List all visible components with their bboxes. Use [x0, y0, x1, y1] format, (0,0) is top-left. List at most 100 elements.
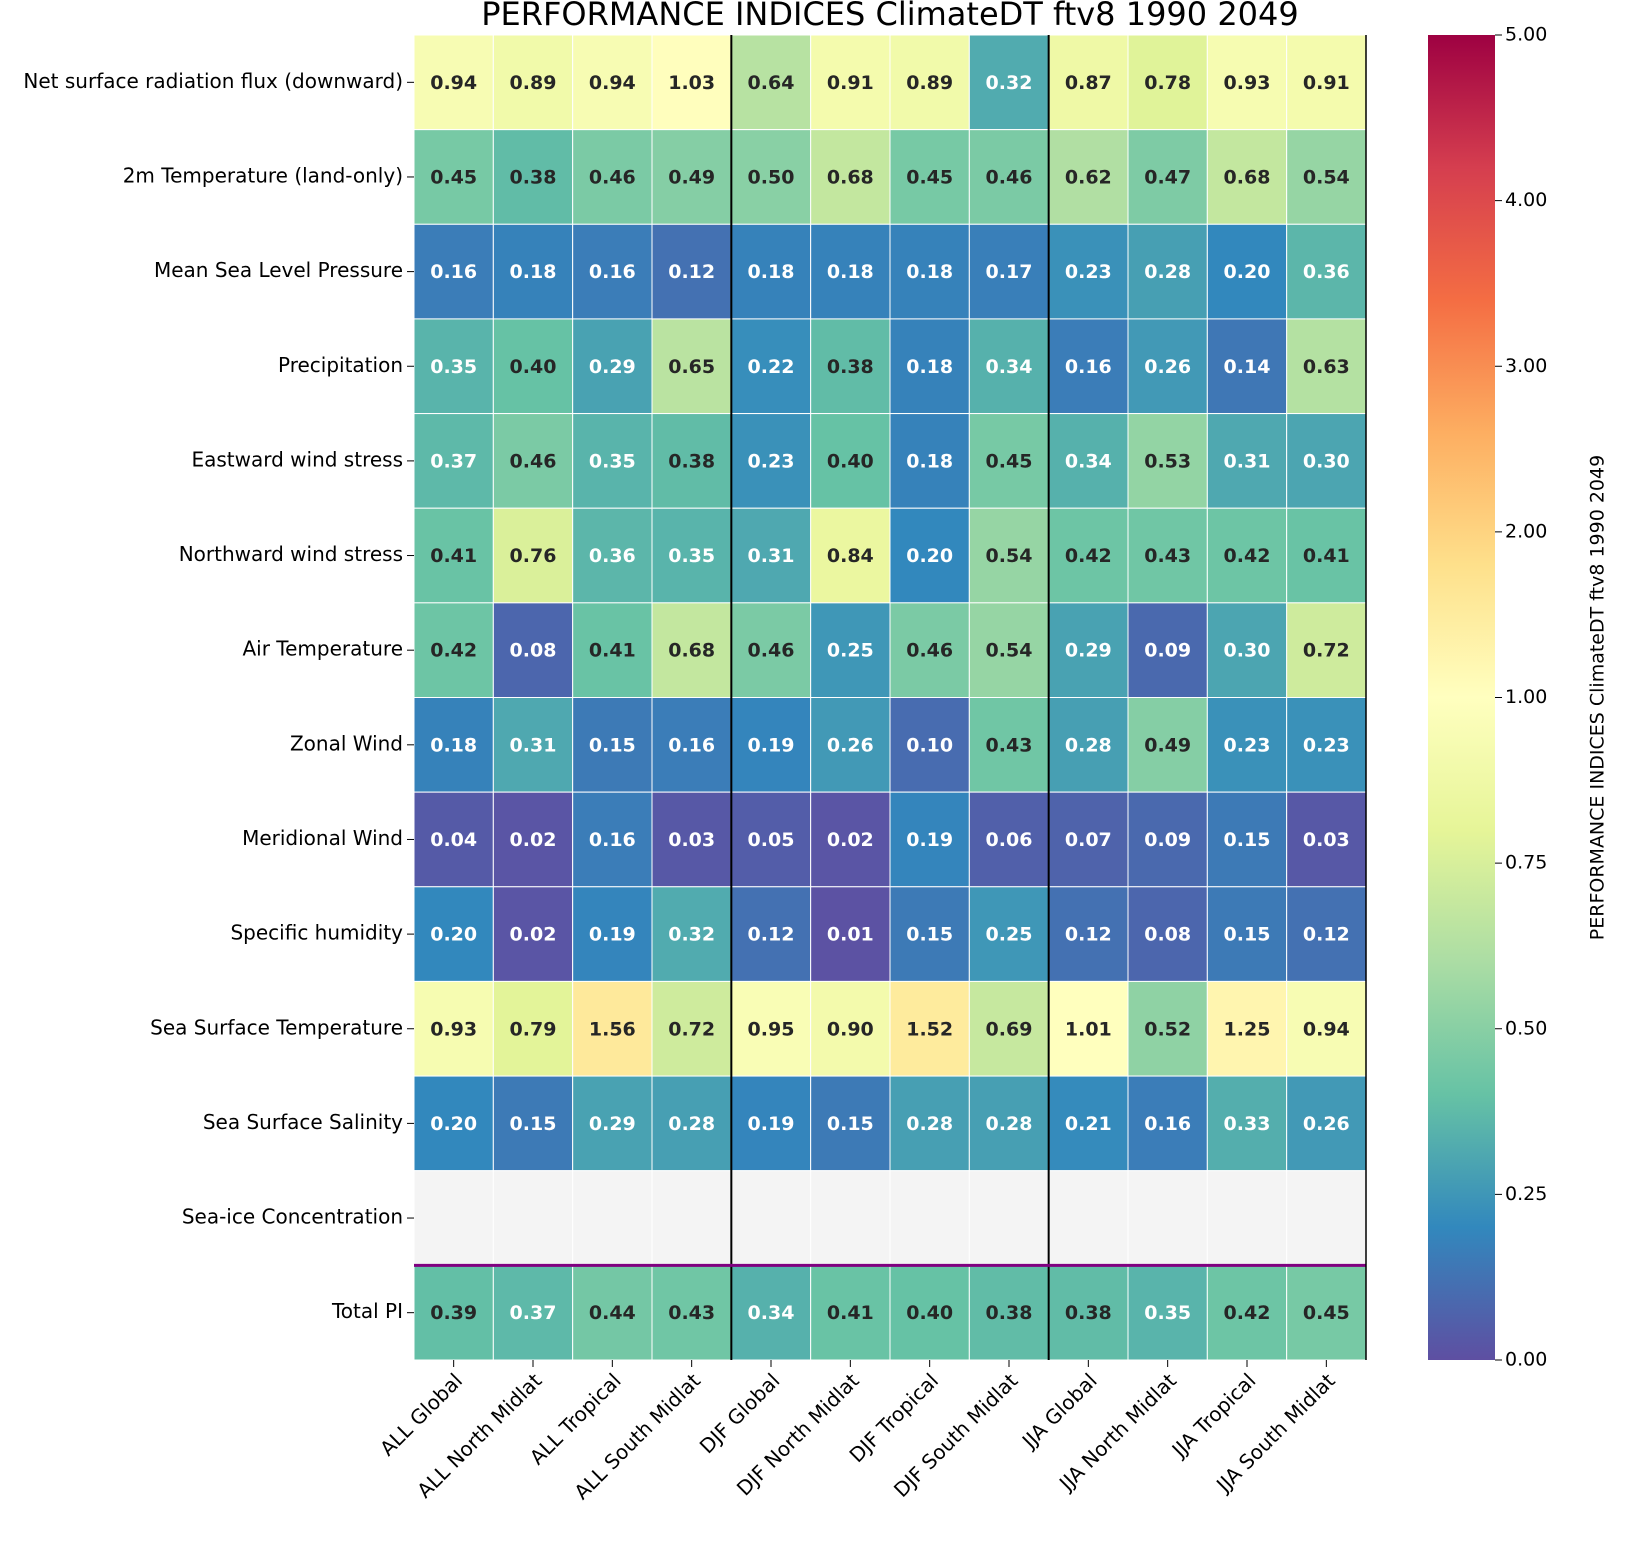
cell-value: 0.12: [1065, 924, 1112, 946]
row-label: Mean Sea Level Pressure: [154, 258, 403, 282]
cell-value: 0.18: [430, 734, 477, 756]
cell-value: 0.03: [1303, 829, 1350, 851]
cell-value: 0.26: [827, 734, 874, 756]
cell: [1048, 980, 1129, 1077]
cell: [572, 697, 653, 793]
colorbar-label: PERFORMANCE INDICES ClimateDT ftv8 1990 …: [1587, 455, 1609, 940]
cell-value: 0.63: [1303, 356, 1350, 378]
cell: [413, 507, 494, 604]
cell-value: 0.38: [510, 166, 557, 188]
cell: [572, 1264, 653, 1361]
cell: [889, 318, 970, 415]
cell: [810, 318, 891, 415]
cell: [413, 34, 494, 131]
cell-value: 0.16: [1065, 356, 1112, 378]
cell-value: 0.08: [510, 640, 557, 662]
colorbar: [1428, 35, 1495, 1360]
cell-value: 0.42: [1224, 545, 1271, 567]
cell-value: 0.41: [827, 1302, 874, 1324]
cell-value: 0.32: [986, 72, 1033, 94]
cell-value: 0.94: [430, 72, 477, 94]
cell-value: 0.26: [1144, 356, 1191, 378]
colorbar-tick-label: 3.00: [1505, 355, 1547, 377]
cell: [1048, 318, 1129, 415]
cell-value: 0.54: [1303, 166, 1350, 188]
cell: [651, 602, 732, 698]
cell-value: 0.39: [430, 1302, 477, 1324]
cell: [492, 129, 574, 225]
cell-value: 0.68: [827, 166, 874, 188]
cell-value: 0.93: [1224, 72, 1271, 94]
cell: [1286, 507, 1367, 604]
cell: [492, 413, 574, 509]
cell-value: 0.18: [827, 261, 874, 283]
cell-value: 0.76: [510, 545, 557, 567]
cell-value: 0.12: [1303, 924, 1350, 946]
cell-value: 0.54: [986, 640, 1033, 662]
cell-value: 0.23: [748, 450, 795, 472]
cell-value: 0.40: [906, 1302, 953, 1324]
cell-value: 1.01: [1065, 1018, 1112, 1040]
colorbar-tick-label: 0.50: [1505, 1017, 1547, 1039]
cell-value: 0.03: [668, 829, 715, 851]
column-label: JJA Global: [1016, 1368, 1102, 1454]
cell-value: 0.54: [986, 545, 1033, 567]
cell: [889, 980, 970, 1077]
cell-value: 0.40: [827, 450, 874, 472]
cell-value: 0.23: [1065, 261, 1112, 283]
cell: [1286, 1264, 1367, 1361]
cell-value: 0.38: [986, 1302, 1033, 1324]
cell-value: 0.31: [1224, 450, 1271, 472]
cell: [810, 413, 891, 509]
cell-value: 0.65: [668, 356, 715, 378]
cell-value: 0.53: [1144, 450, 1191, 472]
colorbar-tick-label: 2.00: [1505, 520, 1547, 542]
missing-cell: [889, 1170, 970, 1266]
cell-value: 0.35: [1144, 1302, 1191, 1324]
cell-value: 0.22: [748, 356, 795, 378]
cell: [730, 602, 812, 698]
cell: [492, 886, 574, 982]
cell-value: 0.41: [1303, 545, 1350, 567]
cell: [1206, 223, 1288, 320]
cell-value: 0.45: [906, 166, 953, 188]
cell-value: 0.32: [668, 924, 715, 946]
cell: [1127, 980, 1208, 1077]
cell-value: 0.91: [1303, 72, 1350, 94]
cell: [413, 697, 494, 793]
cell: [810, 129, 891, 225]
cell: [889, 791, 970, 888]
row-label: Precipitation: [278, 353, 403, 377]
missing-cell: [572, 1170, 653, 1266]
cell: [572, 413, 653, 509]
cell: [968, 507, 1050, 604]
cell: [1206, 697, 1288, 793]
cell-value: 0.79: [510, 1018, 557, 1040]
cell: [968, 129, 1050, 225]
cell: [730, 223, 812, 320]
cell: [889, 413, 970, 509]
cell-value: 0.89: [906, 72, 953, 94]
colorbar-tick-label: 0.25: [1505, 1183, 1547, 1205]
cell: [1286, 886, 1367, 982]
row-label: Net surface radiation flux (downward): [23, 69, 403, 93]
cell-value: 0.19: [906, 829, 953, 851]
cell: [651, 507, 732, 604]
cell-value: 0.49: [668, 166, 715, 188]
cell-value: 0.52: [1144, 1018, 1191, 1040]
cell-value: 0.68: [1224, 166, 1271, 188]
colorbar-tick-label: 4.00: [1505, 189, 1547, 211]
cell-value: 0.16: [668, 734, 715, 756]
cell-value: 1.03: [668, 72, 715, 94]
cell-value: 0.02: [510, 829, 557, 851]
colorbar-tick-label: 0.75: [1505, 852, 1547, 874]
cell-value: 0.33: [1224, 1113, 1271, 1135]
cell-value: 0.89: [510, 72, 557, 94]
cell: [1286, 602, 1367, 698]
cell-value: 0.19: [589, 924, 636, 946]
missing-cell: [968, 1170, 1050, 1266]
cell-value: 0.49: [1144, 734, 1191, 756]
cell: [651, 1264, 732, 1361]
cell: [1286, 697, 1367, 793]
